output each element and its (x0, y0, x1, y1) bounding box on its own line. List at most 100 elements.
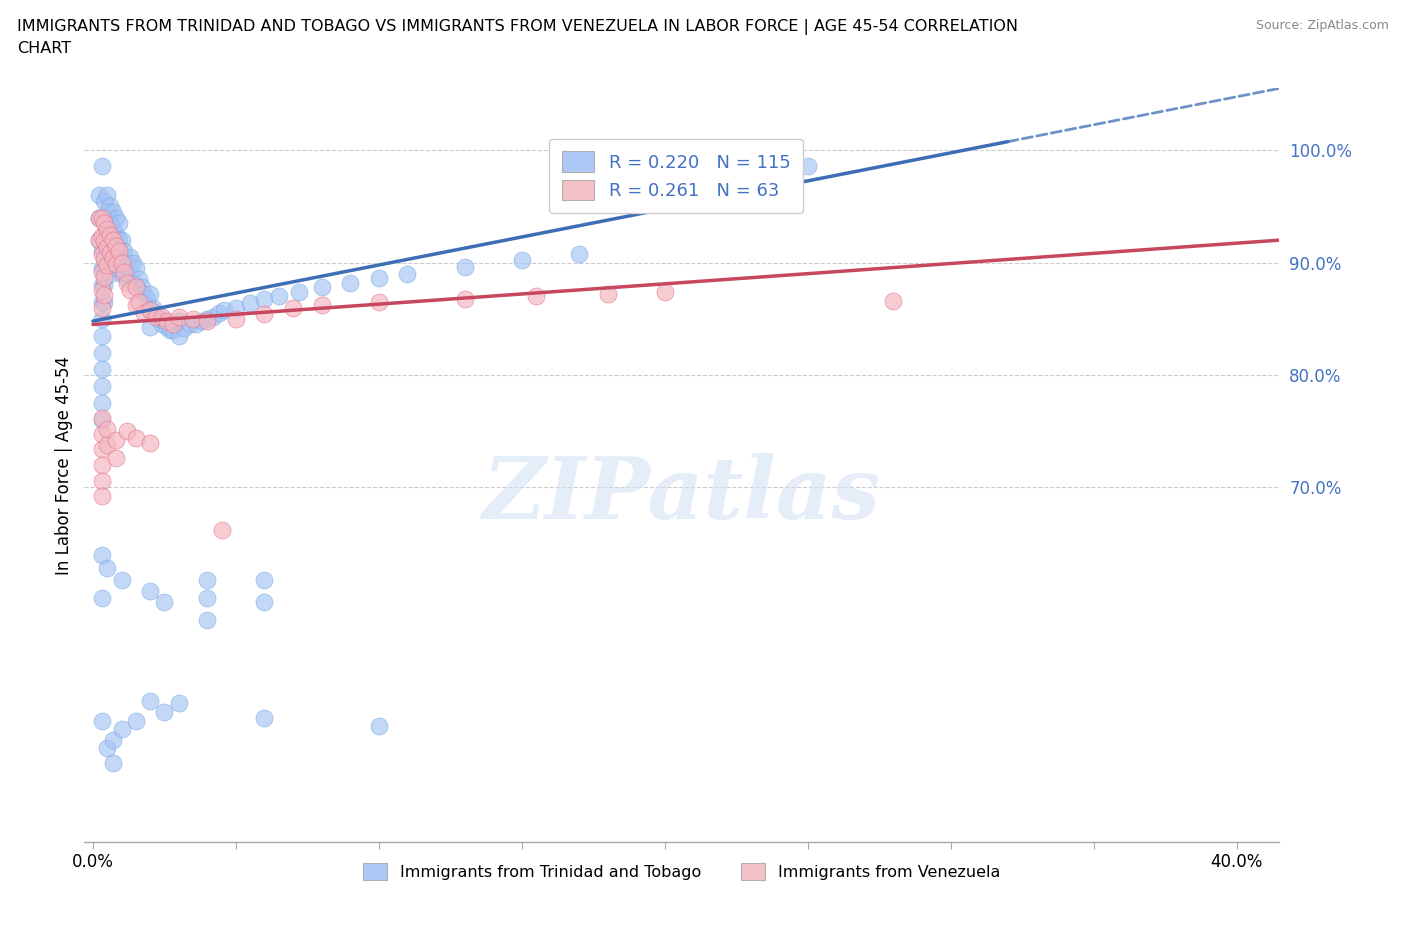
Point (139, 302, 162, 317)
Point (93, 295, 115, 310)
Point (96, 258, 118, 272)
Point (208, 306, 231, 321)
Point (253, 594, 276, 609)
Point (96, 437, 118, 452)
Point (117, 272, 139, 287)
Point (96, 221, 118, 236)
Point (98, 246, 121, 260)
Point (90, 410, 112, 425)
Point (93, 270, 115, 285)
Point (142, 300, 165, 315)
Point (90, 300, 112, 315)
Point (87, 232, 110, 247)
Point (90, 246, 112, 261)
Point (112, 244, 135, 259)
Point (524, 289, 547, 304)
Point (150, 309, 173, 324)
Point (96, 238, 118, 253)
Point (104, 432, 127, 447)
Point (96, 741, 118, 756)
Point (159, 323, 181, 338)
Point (225, 312, 247, 326)
Point (162, 317, 184, 332)
Point (253, 291, 276, 306)
Point (117, 255, 139, 270)
Point (87, 188, 110, 203)
Text: IMMIGRANTS FROM TRINIDAD AND TOBAGO VS IMMIGRANTS FROM VENEZUELA IN LABOR FORCE : IMMIGRANTS FROM TRINIDAD AND TOBAGO VS I… (17, 19, 1018, 34)
Point (104, 257, 127, 272)
Point (167, 328, 190, 343)
Point (181, 312, 204, 326)
Point (90, 362, 112, 377)
Point (93, 260, 115, 275)
Point (90, 473, 112, 488)
Point (107, 232, 129, 247)
Point (568, 246, 591, 261)
Point (173, 321, 195, 336)
Point (90, 413, 112, 428)
Point (167, 696, 190, 711)
Point (101, 755, 124, 770)
Point (98, 266, 121, 281)
Point (104, 451, 127, 466)
Point (101, 205, 124, 219)
Point (202, 309, 225, 324)
Point (125, 298, 148, 312)
Point (139, 319, 162, 334)
Point (367, 718, 389, 733)
Point (195, 572, 218, 587)
Point (148, 312, 170, 326)
Point (131, 280, 153, 295)
Point (90, 312, 112, 326)
Point (104, 238, 127, 253)
Point (117, 275, 139, 290)
Text: CHART: CHART (17, 41, 70, 56)
Text: ZIPatlas: ZIPatlas (482, 454, 882, 537)
Point (98, 216, 121, 231)
Point (120, 249, 142, 264)
Point (239, 296, 262, 311)
Point (98, 232, 121, 247)
Point (125, 714, 148, 729)
Point (93, 252, 115, 267)
Point (128, 272, 150, 287)
Point (93, 193, 115, 208)
Point (110, 249, 132, 264)
Point (153, 313, 176, 328)
Point (253, 572, 276, 587)
Point (211, 523, 233, 538)
Point (253, 711, 276, 725)
Point (139, 435, 162, 450)
Point (145, 309, 167, 324)
Point (101, 733, 124, 748)
Point (225, 300, 247, 315)
Point (96, 188, 118, 203)
Point (195, 591, 218, 605)
Point (367, 295, 389, 310)
Point (90, 260, 112, 275)
Point (125, 280, 148, 295)
Point (96, 255, 118, 270)
Point (90, 396, 112, 411)
Point (195, 313, 218, 328)
Point (162, 323, 184, 338)
Point (90, 210, 112, 225)
Point (311, 280, 333, 295)
Point (139, 286, 162, 301)
Point (87, 232, 110, 247)
Point (128, 295, 150, 310)
Point (311, 298, 333, 312)
Point (596, 286, 619, 301)
Point (93, 227, 115, 242)
Point (96, 561, 118, 576)
Point (117, 424, 139, 439)
Point (339, 275, 361, 290)
Y-axis label: In Labor Force | Age 45-54: In Labor Force | Age 45-54 (55, 355, 73, 575)
Point (139, 583, 162, 598)
Point (90, 282, 112, 297)
Point (195, 613, 218, 628)
Point (396, 266, 419, 281)
Point (134, 286, 156, 301)
Point (190, 313, 212, 328)
Point (90, 426, 112, 441)
